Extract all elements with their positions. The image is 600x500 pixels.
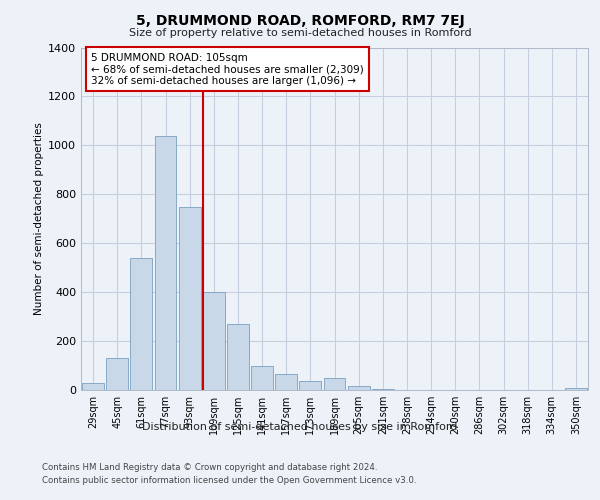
Bar (130, 258, 152, 390)
Bar (82, 382, 104, 390)
Bar (372, 389, 394, 390)
Bar (323, 378, 346, 390)
Bar (275, 374, 297, 390)
Bar (251, 366, 273, 390)
Bar (203, 292, 224, 390)
Bar (106, 358, 128, 390)
Bar (348, 386, 370, 390)
Text: Size of property relative to semi-detached houses in Romford: Size of property relative to semi-detach… (128, 28, 472, 38)
Text: 5, DRUMMOND ROAD, ROMFORD, RM7 7EJ: 5, DRUMMOND ROAD, ROMFORD, RM7 7EJ (136, 14, 464, 28)
Text: Contains public sector information licensed under the Open Government Licence v3: Contains public sector information licen… (42, 476, 416, 485)
Text: Contains HM Land Registry data © Crown copyright and database right 2024.: Contains HM Land Registry data © Crown c… (42, 462, 377, 471)
Y-axis label: Number of semi-detached properties: Number of semi-detached properties (34, 122, 44, 315)
Bar (227, 324, 249, 390)
Bar (155, 136, 176, 390)
Text: 5 DRUMMOND ROAD: 105sqm
← 68% of semi-detached houses are smaller (2,309)
32% of: 5 DRUMMOND ROAD: 105sqm ← 68% of semi-de… (91, 52, 364, 86)
Bar (299, 382, 321, 390)
Text: Distribution of semi-detached houses by size in Romford: Distribution of semi-detached houses by … (142, 422, 458, 432)
Bar (565, 388, 587, 390)
Bar (179, 206, 200, 390)
